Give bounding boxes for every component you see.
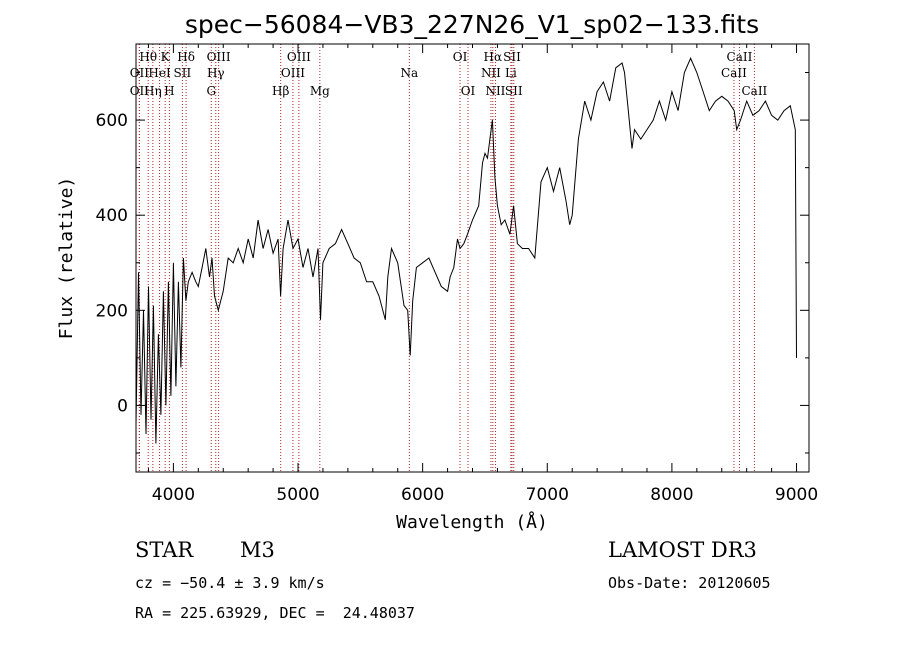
- marker-label: G: [206, 84, 216, 98]
- marker-label: Hδ: [177, 50, 195, 64]
- x-tick-label: 8000: [650, 485, 693, 505]
- marker-label: OIII: [207, 50, 231, 64]
- observation-date: Obs-Date: 20120605: [608, 574, 771, 592]
- marker-label: H: [164, 84, 174, 98]
- marker-label: Hθ: [139, 50, 157, 64]
- x-tick-label: 7000: [526, 485, 569, 505]
- marker-label: Li: [505, 66, 517, 80]
- marker-label: HeI: [148, 66, 171, 80]
- marker-label: SII: [503, 50, 521, 64]
- y-tick-label: 400: [96, 206, 128, 226]
- marker-label: Hγ: [207, 66, 225, 80]
- x-tick-label: 5000: [276, 485, 319, 505]
- object-subclass: M3: [240, 538, 275, 562]
- survey-name: LAMOST DR3: [608, 538, 757, 562]
- marker-label: OIII: [287, 50, 311, 64]
- line-markers: [138, 44, 755, 472]
- y-tick-label: 200: [96, 301, 128, 321]
- marker-label: NII: [485, 84, 505, 98]
- x-tick-label: 4000: [152, 485, 195, 505]
- marker-label: CaII: [741, 84, 767, 98]
- coordinates: RA = 225.63929, DEC = 24.48037: [135, 604, 415, 622]
- marker-label: OI: [453, 50, 468, 64]
- marker-label: Hα: [484, 50, 503, 64]
- marker-label: CaII: [727, 50, 753, 64]
- spectrum-line: [135, 57, 797, 444]
- marker-label: SII: [174, 66, 192, 80]
- axis-ticks: 4000 5000 6000 7000 8000 9000 0 200 400 600: [96, 44, 818, 505]
- marker-label: OIII: [281, 66, 305, 80]
- marker-label: OII: [130, 84, 150, 98]
- line-marker-labels: Hθ OII OII K HeI Hη H Hδ SII OIII Hγ G OIII OIII Hβ Mg N…: [130, 50, 768, 98]
- marker-label: OII: [130, 66, 150, 80]
- redshift-velocity: cz = −50.4 ± 3.9 km/s: [135, 574, 325, 592]
- chart-title: spec−56084−VB3_227N26_V1_sp02−133.fits: [185, 10, 759, 39]
- object-class: STAR: [135, 538, 194, 562]
- marker-label: Na: [400, 66, 418, 80]
- marker-label: Mg: [310, 84, 330, 98]
- y-axis-label: Flux (relative): [56, 177, 77, 340]
- x-tick-label: 6000: [401, 485, 444, 505]
- y-tick-label: 0: [117, 396, 128, 416]
- y-tick-label: 600: [96, 111, 128, 131]
- marker-label: OI: [461, 84, 476, 98]
- x-tick-label: 9000: [775, 485, 818, 505]
- marker-label: Hβ: [272, 84, 289, 98]
- marker-label: CaII: [721, 66, 747, 80]
- marker-label: NII: [481, 66, 501, 80]
- x-axis-label: Wavelength (Å): [396, 511, 548, 533]
- marker-label: Hη: [144, 84, 162, 98]
- marker-label: SII: [505, 84, 523, 98]
- marker-label: K: [161, 50, 171, 64]
